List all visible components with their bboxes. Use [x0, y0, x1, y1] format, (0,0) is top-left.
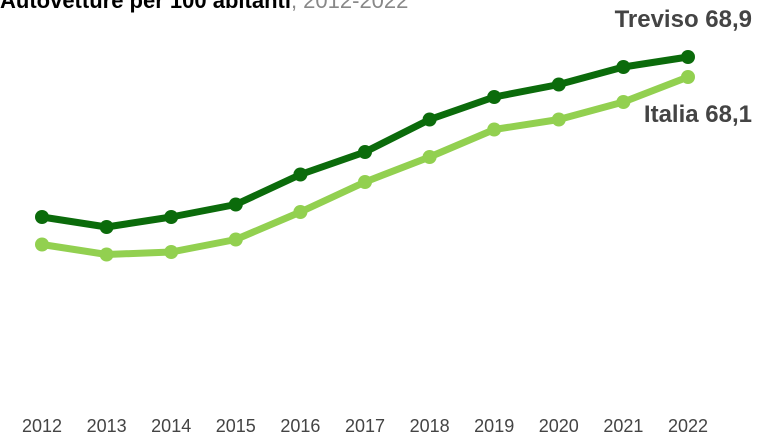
- point: [35, 210, 49, 224]
- chart-title: Autovetture per 100 abitanti: [0, 0, 291, 13]
- x-tick-label: 2015: [216, 416, 256, 436]
- point: [422, 112, 437, 127]
- series-line: [41, 53, 689, 231]
- point: [551, 77, 566, 92]
- point: [35, 237, 49, 252]
- chart-title-wrap: Autovetture per 100 abitanti, 2012-2022: [0, 0, 408, 13]
- x-tick-label: 2022: [668, 416, 708, 436]
- x-tick-label: 2013: [87, 416, 127, 436]
- point: [164, 245, 179, 259]
- point: [616, 60, 631, 74]
- point: [228, 197, 243, 212]
- point: [358, 175, 372, 189]
- point: [551, 112, 566, 127]
- point: [422, 150, 437, 164]
- point: [358, 145, 372, 159]
- point: [293, 205, 308, 219]
- chart-subtitle: , 2012-2022: [291, 0, 408, 13]
- series-line: [41, 73, 690, 258]
- x-tick-label: 2017: [345, 416, 385, 436]
- point: [487, 122, 502, 137]
- x-tick-label: 2012: [22, 416, 62, 436]
- x-tick-label: 2014: [151, 416, 191, 436]
- end-label: Italia 68,1: [644, 101, 752, 128]
- point: [228, 232, 243, 247]
- x-tick-label: 2019: [474, 416, 514, 436]
- point: [293, 167, 308, 182]
- x-tick-label: 2016: [280, 416, 320, 436]
- end-label: Treviso 68,9: [615, 6, 752, 33]
- point: [99, 220, 114, 234]
- point: [487, 90, 502, 104]
- point: [616, 95, 631, 109]
- point: [99, 247, 114, 262]
- point: [164, 210, 179, 224]
- x-tick-label: 2021: [603, 416, 643, 436]
- x-tick-label: 2018: [410, 416, 450, 436]
- point: [681, 50, 695, 64]
- x-tick-label: 2020: [539, 416, 579, 436]
- point: [681, 70, 695, 84]
